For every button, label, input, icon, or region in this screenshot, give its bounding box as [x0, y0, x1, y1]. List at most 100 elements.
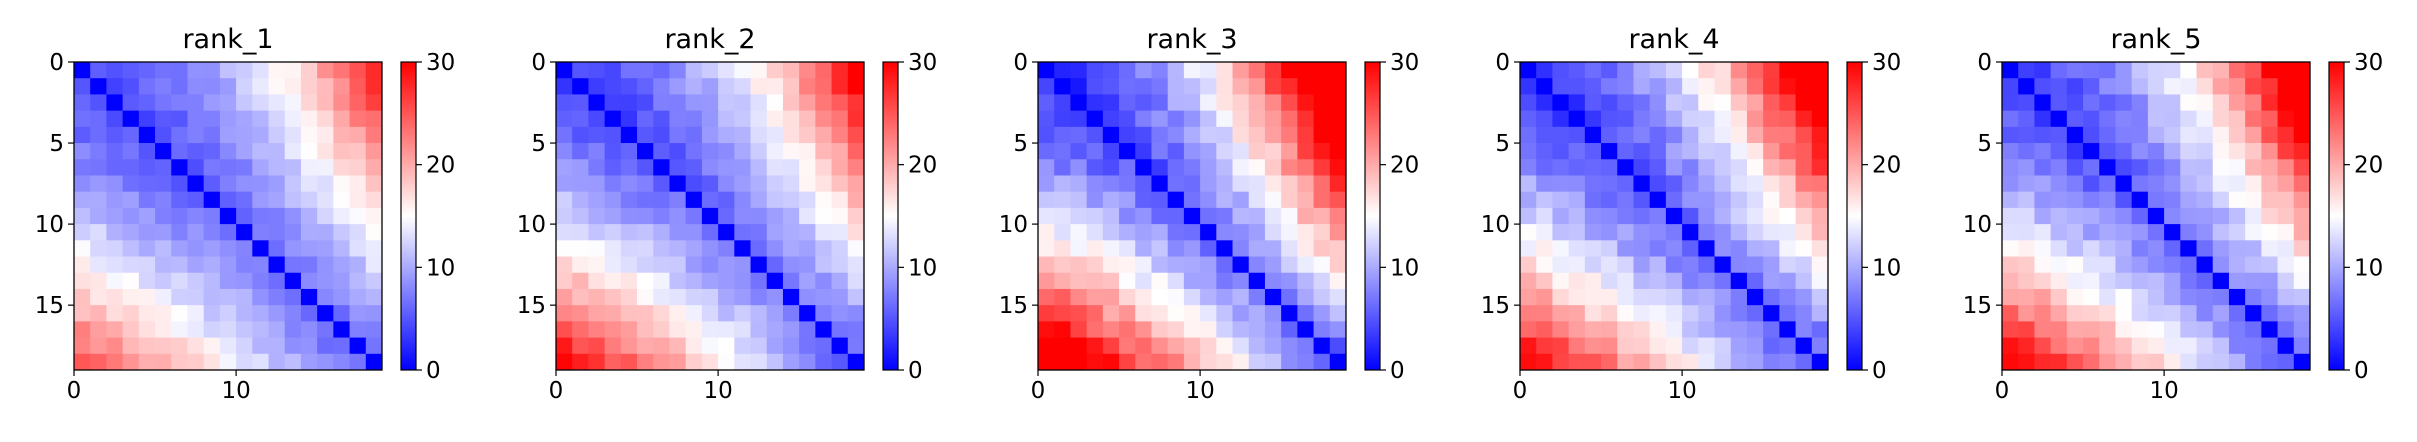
heatmap-cell: [572, 288, 589, 306]
heatmap-cell: [187, 240, 205, 257]
heatmap-cell: [2099, 175, 2116, 193]
heatmap-cell: [1795, 78, 1813, 95]
heatmap-cell: [847, 175, 865, 193]
heatmap-cell: [74, 62, 91, 79]
heatmap-cell: [1811, 159, 1829, 176]
heatmap-cell: [2131, 175, 2149, 193]
heatmap-cell: [701, 143, 719, 160]
x-tick-label: 10: [2149, 378, 2178, 404]
heatmap-cell: [750, 110, 768, 128]
heatmap-cell: [2034, 353, 2052, 371]
heatmap-cell: [831, 94, 849, 112]
heatmap-cell: [669, 305, 687, 322]
heatmap-cell: [1601, 288, 1618, 306]
heatmap-cell: [1633, 191, 1651, 209]
heatmap-cell: [2277, 78, 2295, 95]
heatmap-cell: [556, 126, 573, 144]
heatmap-cell: [1520, 353, 1537, 371]
heatmap-cell: [2293, 256, 2311, 274]
heatmap-cell: [2245, 207, 2262, 225]
heatmap-cell: [122, 240, 140, 257]
heatmap-cell: [604, 159, 622, 176]
heatmap-cell: [556, 175, 573, 193]
heatmap-cell: [268, 110, 286, 128]
heatmap-cell: [2245, 126, 2262, 144]
heatmap-cell: [1054, 62, 1071, 79]
heatmap-cell: [782, 256, 800, 274]
heatmap-cell: [1200, 256, 1217, 274]
heatmap-cell: [1297, 143, 1314, 160]
heatmap-cell: [1119, 110, 1136, 128]
heatmap-cell: [1698, 256, 1715, 274]
heatmap-cell: [1584, 110, 1602, 128]
heatmap-cell: [1200, 305, 1217, 322]
heatmap-cell: [782, 288, 800, 306]
heatmap-cell: [1086, 159, 1104, 176]
heatmap-cell: [1633, 94, 1651, 112]
heatmap-cell: [766, 78, 784, 95]
heatmap-cell: [268, 353, 286, 371]
heatmap-cell: [2050, 337, 2068, 355]
heatmap-cell: [1167, 110, 1185, 128]
heatmap-cell: [2293, 143, 2311, 160]
heatmap-cell: [365, 126, 383, 144]
heatmap-cell: [1795, 110, 1813, 128]
heatmap-cell: [1248, 94, 1266, 112]
heatmap-cell: [252, 126, 269, 144]
heatmap-cell: [2099, 159, 2116, 176]
heatmap-cell: [1520, 224, 1537, 241]
heatmap-cell: [2164, 191, 2181, 209]
heatmap-cell: [2131, 159, 2149, 176]
heatmap-cell: [2277, 353, 2295, 371]
heatmap-cell: [2293, 240, 2311, 257]
heatmap-cell: [620, 94, 638, 112]
heatmap-cell: [1281, 240, 1298, 257]
heatmap-cell: [1746, 110, 1764, 128]
heatmap-cell: [2002, 207, 2019, 225]
heatmap-cell: [2034, 191, 2052, 209]
heatmap-cell: [122, 321, 140, 338]
heatmap-cell: [284, 143, 302, 160]
heatmap-cell: [2147, 321, 2165, 338]
heatmap-cell: [349, 159, 367, 176]
heatmap-cell: [138, 321, 156, 338]
heatmap-cell: [1552, 175, 1570, 193]
heatmap-cell: [1795, 159, 1813, 176]
heatmap-cell: [90, 143, 107, 160]
heatmap-cell: [1167, 305, 1185, 322]
heatmap-cell: [847, 159, 865, 176]
heatmap-cell: [2131, 207, 2149, 225]
heatmap-cell: [1682, 191, 1699, 209]
heatmap-cell: [1119, 337, 1136, 355]
heatmap-cell: [1665, 337, 1683, 355]
heatmap-cell: [847, 240, 865, 257]
heatmap-cell: [2147, 272, 2165, 290]
heatmap-cell: [2050, 159, 2068, 176]
heatmap-cell: [2115, 143, 2133, 160]
heatmap-cell: [90, 62, 107, 79]
heatmap-cell: [1248, 288, 1266, 306]
heatmap-cell: [2115, 191, 2133, 209]
heatmap-cell: [1167, 175, 1185, 193]
heatmap-cell: [1714, 240, 1732, 257]
heatmap-cell: [2050, 143, 2068, 160]
heatmap-cell: [701, 224, 719, 241]
heatmap-cell: [2261, 78, 2278, 95]
heatmap-cell: [1649, 224, 1667, 241]
heatmap-cell: [1665, 191, 1683, 209]
heatmap-cell: [1714, 288, 1732, 306]
heatmap-cell: [1248, 337, 1266, 355]
heatmap-cell: [1682, 110, 1699, 128]
heatmap-cell: [1200, 224, 1217, 241]
heatmap-cell: [187, 207, 205, 225]
heatmap-cell: [1135, 272, 1152, 290]
heatmap-cell: [1633, 305, 1651, 322]
heatmap-cell: [1313, 78, 1331, 95]
heatmap-cell: [2083, 207, 2100, 225]
heatmap-cell: [1649, 337, 1667, 355]
y-tick-label: 0: [531, 50, 546, 76]
heatmap-cell: [2212, 175, 2230, 193]
heatmap-cell: [1297, 272, 1314, 290]
heatmap-cell: [831, 143, 849, 160]
heatmap-cell: [750, 143, 768, 160]
